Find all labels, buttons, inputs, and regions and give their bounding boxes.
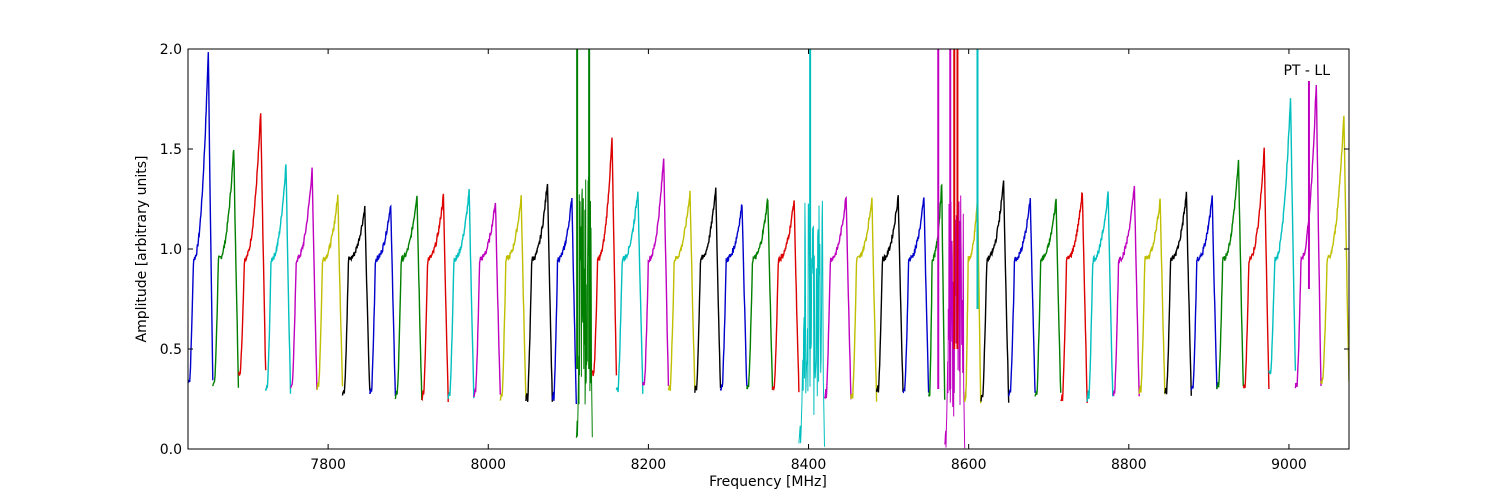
series-layer [188, 49, 1349, 449]
channel-line-21 [694, 187, 722, 393]
channel-line-35 [1034, 198, 1062, 397]
channel-line-5 [290, 167, 318, 390]
y-tick-label: 1.5 [160, 142, 182, 158]
x-tick-label: 8200 [631, 457, 667, 473]
y-tick-label: 2.0 [160, 42, 182, 58]
channel-line-6 [316, 194, 344, 391]
ticks-layer: 7800 8000 8200 8400 8600 8800 9000 0.0 0.5 1.0 1.5… [160, 42, 1349, 473]
x-tick-label: 9000 [1271, 457, 1307, 473]
channel-line-1 [188, 52, 214, 384]
channel-line-4 [265, 164, 292, 394]
channel-line-28 [875, 195, 904, 393]
channel-line-38 [1112, 185, 1140, 397]
y-tick-label: 1.0 [160, 242, 182, 258]
channel-line-14 [525, 183, 553, 402]
y-axis-label: Amplitude [arbitrary units] [134, 156, 150, 343]
channel-line-18 [615, 191, 644, 394]
channel-line-36 [1060, 192, 1088, 404]
channel-line-42 [1216, 159, 1244, 390]
channel-line-19 [642, 158, 670, 387]
x-tick-label: 8000 [470, 457, 506, 473]
channel-line-10 [421, 193, 449, 403]
channel-line-27 [850, 197, 878, 402]
x-tick-label: 8800 [1111, 457, 1147, 473]
channel-line-25 [798, 200, 825, 447]
channel-line-43 [1242, 147, 1270, 390]
channel-line-3 [237, 113, 267, 376]
channel-line-37 [1086, 191, 1114, 402]
channel-line-33 [980, 180, 1010, 403]
x-tick-label: 8600 [951, 457, 987, 473]
channel-line-39 [1138, 198, 1166, 395]
channel-line-2 [212, 149, 240, 388]
channel-line-22 [719, 204, 748, 391]
x-tick-label: 7800 [310, 457, 346, 473]
chart-annotation: PT - LL [1283, 63, 1330, 79]
x-axis-label: Frequency [MHz] [709, 474, 827, 490]
y-tick-label: 0.5 [160, 342, 182, 358]
channel-line-9 [394, 195, 423, 401]
channel-line-23 [746, 197, 774, 390]
y-tick-label: 0.0 [160, 442, 182, 458]
channel-line-46 [1320, 115, 1349, 384]
channel-line-13 [499, 195, 527, 401]
channel-line-26 [823, 195, 852, 400]
channel-line-20 [667, 190, 696, 392]
channel-line-11 [447, 188, 475, 399]
channel-line-24 [771, 200, 800, 393]
channel-line-41 [1190, 195, 1218, 391]
channel-line-34 [1008, 198, 1036, 397]
channel-line-12 [473, 202, 501, 398]
channel-line-7 [341, 205, 371, 396]
channel-line-30 [927, 183, 946, 400]
x-tick-label: 8400 [791, 457, 827, 473]
channel-line-15 [551, 197, 577, 405]
channel-line-40 [1164, 191, 1192, 396]
channel-line-8 [369, 204, 397, 397]
channel-line-29 [902, 197, 930, 394]
channel-line-17 [591, 137, 618, 377]
channel-line-44 [1268, 98, 1297, 375]
